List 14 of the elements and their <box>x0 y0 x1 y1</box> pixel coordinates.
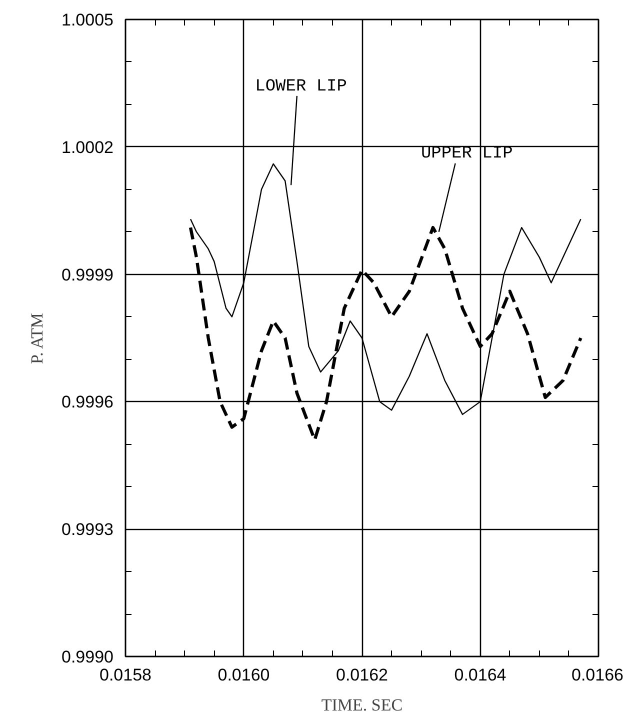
y-tick-label: 0.9993 <box>62 520 114 540</box>
x-tick-label: 0.0166 <box>572 666 623 684</box>
y-tick-label: 0.9999 <box>62 265 114 284</box>
y-tick-label: 0.9990 <box>62 648 114 666</box>
x-axis-title: TIME. SEC <box>321 696 403 714</box>
y-tick-label: 1.0005 <box>62 10 114 30</box>
y-tick-label: 1.0002 <box>62 138 114 157</box>
x-tick-label: 0.0160 <box>218 666 270 684</box>
x-tick-label: 0.0162 <box>336 666 388 684</box>
y-tick-label: 0.9996 <box>62 392 114 412</box>
y-axis-title: P. ATM <box>28 312 47 364</box>
annotation: LOWER LIP <box>255 78 347 97</box>
x-tick-label: 0.0158 <box>100 666 152 684</box>
x-tick-label: 0.0164 <box>454 666 506 684</box>
